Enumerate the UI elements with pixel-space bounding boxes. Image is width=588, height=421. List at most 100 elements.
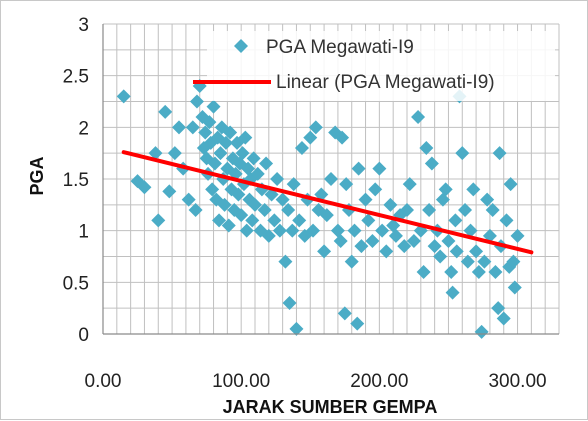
data-point [319, 208, 334, 223]
legend-trendline-label: Linear (PGA Megawati-I9) [276, 72, 495, 93]
data-point [330, 223, 345, 238]
data-point [438, 182, 453, 197]
data-point [202, 115, 217, 130]
data-point [411, 110, 426, 124]
data-point [510, 228, 525, 243]
data-point [306, 223, 321, 238]
data-point [158, 104, 173, 119]
y-tick-label: 3 [78, 15, 89, 36]
y-tick-label: 0 [78, 325, 89, 346]
data-point [223, 125, 238, 140]
data-point [506, 254, 521, 269]
data-point [480, 192, 495, 207]
data-point [148, 146, 163, 161]
x-tick-label: 300.00 [488, 371, 546, 392]
y-tick-label: 2.5 [63, 67, 89, 88]
data-point [259, 156, 274, 171]
y-axis-title: PGA [27, 156, 47, 195]
data-point [354, 239, 369, 254]
data-point [427, 239, 442, 254]
data-point [416, 265, 431, 279]
data-point [379, 244, 394, 259]
data-point [477, 254, 492, 269]
data-point [433, 249, 448, 264]
legend-background [207, 31, 555, 101]
data-point [444, 265, 459, 279]
data-point [248, 197, 262, 212]
y-tick-label: 1.5 [63, 170, 89, 191]
data-point [116, 89, 131, 104]
data-point [137, 180, 152, 195]
data-point [448, 213, 463, 228]
data-point [344, 254, 359, 269]
data-point [235, 146, 250, 161]
data-point [474, 324, 489, 339]
data-point [469, 244, 484, 259]
data-point [267, 213, 282, 228]
data-point [406, 234, 421, 248]
trendline-layer [121, 150, 534, 255]
data-point [221, 218, 236, 233]
data-point [424, 156, 439, 171]
data-point [368, 182, 383, 197]
data-point [419, 141, 434, 155]
data-point [358, 192, 373, 207]
data-point [285, 223, 300, 238]
data-point [217, 197, 232, 212]
y-tick-label: 2 [78, 118, 89, 139]
x-tick-label: 0.00 [85, 371, 122, 392]
data-point [337, 306, 352, 321]
data-point [449, 244, 464, 259]
x-tick-label: 100.00 [212, 371, 270, 392]
data-point [167, 146, 182, 161]
data-point [198, 125, 213, 140]
data-point [435, 192, 450, 207]
data-point [261, 228, 276, 243]
data-point [231, 187, 246, 202]
data-point [303, 130, 318, 145]
data-point [422, 203, 437, 217]
data-point [205, 182, 220, 197]
x-axis-title: JARAK SUMBER GEMPA [223, 397, 438, 417]
data-point [375, 223, 390, 238]
data-point [463, 223, 478, 238]
data-point [206, 99, 221, 114]
legend-series-marker [234, 39, 248, 53]
data-point [308, 120, 323, 135]
legend: PGA Megawati-I9 Linear (PGA Megawati-I9) [193, 31, 555, 101]
data-point [351, 161, 366, 176]
data-point [162, 184, 177, 199]
data-point [460, 254, 475, 269]
data-point [507, 280, 522, 295]
data-point [151, 213, 166, 228]
y-tick-label: 1 [78, 222, 89, 243]
data-point [257, 203, 272, 217]
data-point [281, 203, 296, 217]
data-point [400, 203, 414, 217]
data-point [212, 213, 227, 228]
data-point [245, 213, 260, 228]
data-point [402, 177, 417, 192]
scatter-points [116, 79, 525, 339]
data-point [455, 146, 470, 161]
data-point [238, 130, 253, 145]
data-point [471, 265, 486, 279]
data-point [386, 218, 401, 233]
data-point [246, 151, 261, 166]
x-tick-label: 200.00 [350, 371, 408, 392]
data-point [350, 316, 365, 331]
data-point [207, 156, 222, 171]
data-point [372, 161, 387, 176]
data-point [496, 311, 511, 326]
data-point [445, 285, 460, 300]
data-point [286, 177, 301, 192]
data-point [275, 192, 290, 207]
data-point [339, 177, 354, 192]
data-point [239, 223, 254, 238]
data-point [172, 120, 186, 135]
data-point [335, 130, 350, 145]
data-point [294, 141, 309, 155]
data-point [365, 234, 380, 248]
data-point [458, 203, 473, 217]
